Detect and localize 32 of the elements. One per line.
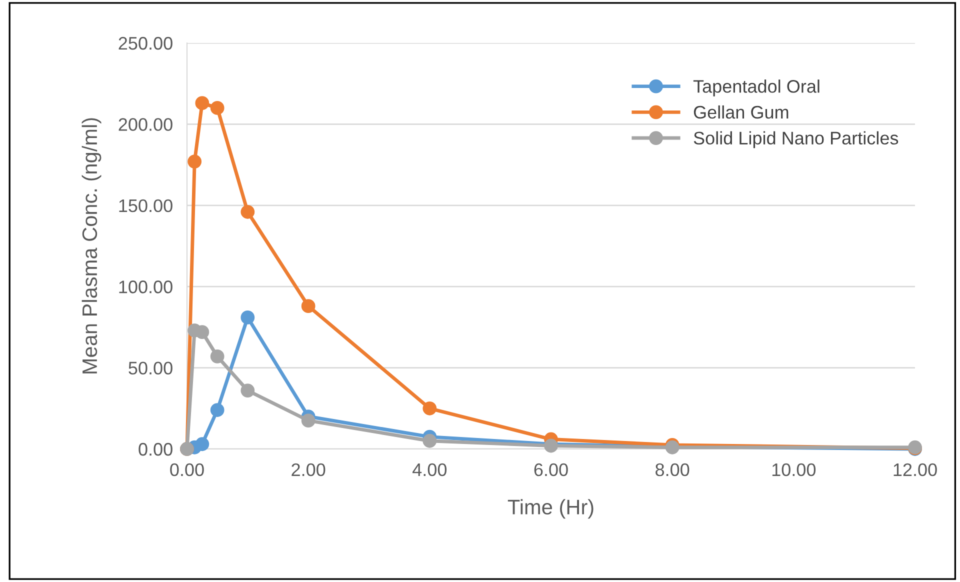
y-tick-label: 50.00 — [128, 362, 172, 375]
point — [188, 154, 202, 168]
point — [195, 437, 210, 452]
x-tick-label: 4.00 — [412, 463, 447, 476]
x-tick-label: 10.00 — [772, 463, 816, 476]
x-tick-label: 0.00 — [170, 463, 204, 476]
legend-label: Gellan Gum — [694, 105, 788, 119]
y-axis-title: Mean Plasma Conc. (ng/ml) — [82, 118, 102, 374]
y-tick-label: 250.00 — [118, 36, 172, 50]
point — [195, 96, 210, 110]
x-tick-label: 6.00 — [534, 463, 568, 476]
point — [422, 434, 437, 448]
point — [195, 325, 210, 340]
point — [210, 349, 224, 364]
point — [210, 403, 224, 417]
point — [301, 414, 316, 428]
x-tick-label: 12.00 — [894, 463, 937, 476]
y-tick-label: 150.00 — [119, 199, 172, 212]
y-tick-label: 200.00 — [118, 118, 172, 131]
y-tick-label: 100.00 — [119, 280, 172, 294]
y-tick-label: 0.00 — [138, 442, 172, 456]
legend-label: Solid Lipid Nano Particles — [694, 131, 898, 148]
point — [240, 384, 255, 398]
point — [240, 204, 255, 219]
point — [240, 310, 255, 324]
point — [422, 401, 437, 416]
x-tick-label: 8.00 — [656, 463, 690, 476]
x-axis-title: Time (Hr) — [508, 499, 594, 519]
point — [210, 101, 224, 115]
x-tick-label: 2.00 — [292, 463, 326, 476]
legend-label: Tapentadol Oral — [693, 80, 820, 96]
point — [301, 299, 316, 314]
